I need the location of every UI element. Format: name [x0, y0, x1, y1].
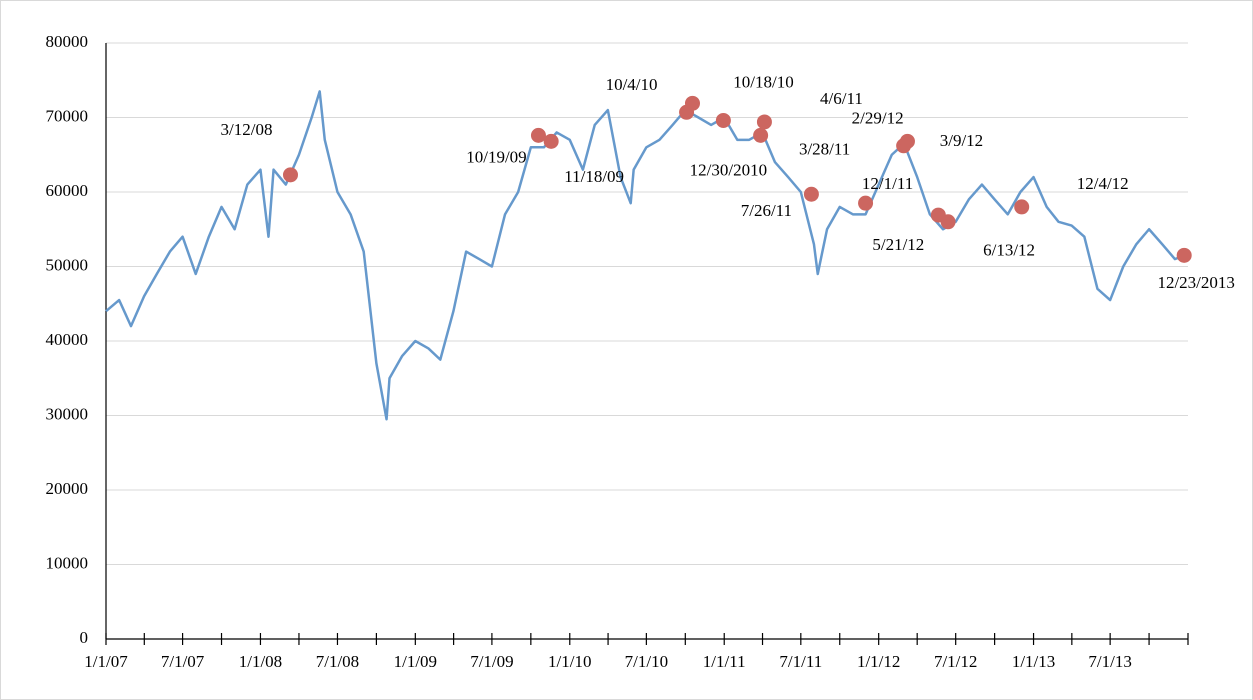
- event-marker: [715, 112, 731, 128]
- event-label: 3/12/08: [221, 120, 273, 139]
- event-marker: [684, 95, 700, 111]
- event-label: 12/4/12: [1077, 174, 1129, 193]
- event-label: 6/13/12: [983, 241, 1035, 260]
- x-tick-label: 1/1/10: [548, 652, 591, 671]
- event-marker: [1014, 199, 1030, 215]
- x-tick-label: 1/1/09: [394, 652, 437, 671]
- y-tick-label: 30000: [46, 404, 89, 423]
- y-tick-label: 20000: [46, 479, 89, 498]
- y-tick-label: 70000: [46, 106, 89, 125]
- event-label: 3/28/11: [799, 139, 850, 158]
- x-tick-label: 7/1/07: [161, 652, 205, 671]
- y-tick-label: 40000: [46, 330, 89, 349]
- event-label: 7/26/11: [741, 201, 792, 220]
- event-marker: [899, 133, 915, 149]
- x-tick-label: 1/1/11: [703, 652, 746, 671]
- x-tick-label: 1/1/13: [1012, 652, 1055, 671]
- event-marker: [543, 133, 559, 149]
- event-marker: [753, 127, 769, 143]
- line-series: [105, 90, 1187, 421]
- x-tick-label: 7/1/13: [1088, 652, 1131, 671]
- event-marker: [940, 214, 956, 230]
- event-label: 5/21/12: [872, 235, 924, 254]
- y-tick-label: 10000: [46, 553, 89, 572]
- event-marker: [530, 127, 546, 143]
- event-label: 12/23/2013: [1157, 273, 1234, 292]
- event-marker: [1176, 247, 1192, 263]
- event-label: 12/30/2010: [690, 160, 767, 179]
- event-marker: [756, 114, 772, 130]
- event-label: 2/29/12: [852, 109, 904, 128]
- x-tick-label: 7/1/11: [779, 652, 822, 671]
- x-tick-label: 1/1/12: [857, 652, 900, 671]
- x-tick-label: 7/1/10: [625, 652, 668, 671]
- event-label: 4/6/11: [820, 89, 863, 108]
- x-tick-label: 1/1/08: [239, 652, 282, 671]
- y-tick-label: 60000: [46, 181, 89, 200]
- event-label: 10/4/10: [606, 75, 658, 94]
- y-tick-label: 0: [80, 628, 89, 647]
- event-label: 11/18/09: [564, 167, 624, 186]
- event-label: 3/9/12: [940, 131, 983, 150]
- y-tick-label: 50000: [46, 255, 89, 274]
- event-label: 12/1/11: [862, 174, 913, 193]
- x-tick-label: 7/1/08: [316, 652, 359, 671]
- event-marker: [858, 195, 874, 211]
- event-label: 10/18/10: [733, 72, 793, 91]
- y-tick-label: 80000: [46, 32, 89, 51]
- event-label: 10/19/09: [466, 147, 526, 166]
- event-marker: [803, 186, 819, 202]
- x-tick-label: 7/1/09: [470, 652, 513, 671]
- x-tick-label: 7/1/12: [934, 652, 977, 671]
- event-marker: [282, 167, 298, 183]
- x-tick-label: 1/1/07: [84, 652, 128, 671]
